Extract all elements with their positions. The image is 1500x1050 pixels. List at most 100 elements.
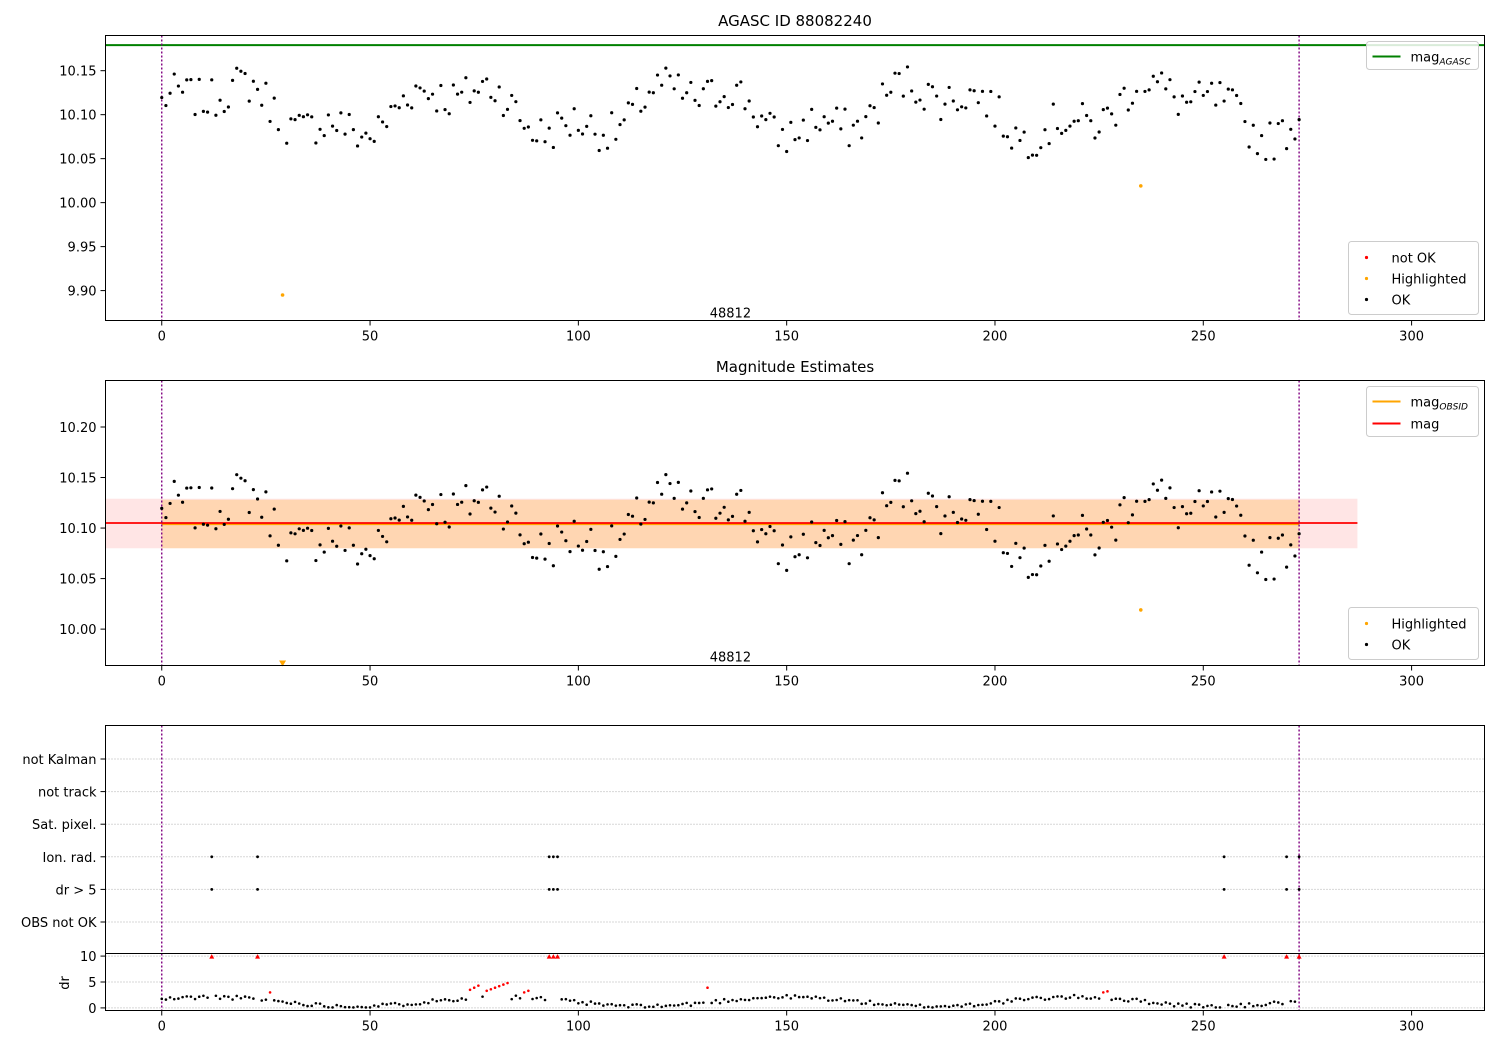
ok-point — [585, 539, 589, 544]
dr-ytick-label: 0 — [88, 1002, 96, 1017]
dr-point — [481, 995, 484, 998]
ok-point — [1076, 533, 1080, 537]
dr-point — [1064, 997, 1068, 1000]
ok-point — [1185, 100, 1189, 104]
p1-xtick-label: 250 — [1191, 330, 1216, 345]
ok-point — [668, 481, 672, 486]
dr-point — [843, 999, 847, 1003]
ok-point — [855, 119, 860, 123]
ok-point — [1018, 138, 1022, 143]
ok-point — [755, 540, 760, 544]
dr-point — [777, 996, 780, 1000]
ok-point — [872, 518, 876, 522]
dr-point — [239, 996, 243, 1000]
dr-point-high — [1106, 990, 1109, 993]
dr-point — [652, 1005, 655, 1009]
flag-label: not Kalman — [22, 753, 96, 768]
dr-point — [243, 995, 247, 998]
ok-point — [1289, 543, 1293, 547]
ok-point — [768, 111, 772, 115]
ok-point — [480, 79, 485, 84]
dr-point — [1272, 1000, 1276, 1003]
magnitude-estimates-panel: 0 50 100 150 200 250 300 10.00 10.05 10.10 10.15 10… — [59, 358, 1485, 690]
dr-point — [839, 997, 843, 1000]
dr-point-high — [506, 981, 509, 985]
ok-point — [505, 107, 510, 111]
ok-point — [543, 557, 547, 561]
dr-point-high — [527, 989, 530, 993]
ok-point — [735, 83, 739, 87]
ok-point — [976, 101, 980, 105]
ok-point — [1276, 121, 1280, 126]
dr-ytick-label: 5 — [88, 976, 96, 991]
dr-point — [1047, 997, 1051, 1001]
ok-point — [955, 520, 960, 525]
dr-point — [797, 995, 801, 999]
ok-point — [1235, 504, 1239, 508]
ok-point — [180, 90, 185, 94]
dr-point — [964, 1003, 968, 1006]
ok-point — [889, 90, 893, 94]
ok-point — [1180, 504, 1185, 509]
ok-point — [1164, 87, 1168, 91]
ok-point — [922, 107, 926, 111]
ok-point — [1022, 130, 1026, 134]
dr-point — [1118, 997, 1122, 1001]
dr-point — [227, 995, 230, 999]
dr-clipped-marker — [1221, 954, 1227, 959]
ok-point — [1239, 101, 1243, 106]
ok-point — [272, 96, 276, 100]
ok-point — [243, 71, 247, 76]
ok-point — [435, 109, 439, 113]
dr-point — [989, 1002, 993, 1005]
dr-point — [831, 999, 834, 1002]
ok-point — [764, 118, 768, 122]
dr-point — [664, 1004, 668, 1008]
dr-point — [593, 1002, 597, 1005]
dr-point — [247, 996, 251, 999]
obsid-label: 48812 — [710, 650, 751, 665]
ok-point — [489, 95, 493, 99]
dr-point — [347, 1005, 351, 1009]
ok-point — [960, 517, 964, 521]
ok-point — [522, 542, 526, 546]
ok-point — [985, 114, 989, 118]
flag-point — [551, 855, 555, 859]
ok-point — [526, 540, 530, 544]
ok-point — [1080, 102, 1085, 106]
ok-point — [926, 82, 930, 86]
dr-point — [393, 1001, 397, 1005]
ok-point — [505, 520, 510, 524]
dr-point — [285, 1001, 289, 1005]
ok-point — [1189, 511, 1193, 515]
ok-point — [1160, 71, 1164, 75]
ok-point — [864, 528, 868, 532]
ok-point — [747, 510, 751, 514]
dr-point — [635, 1003, 638, 1006]
dr-point — [310, 1004, 314, 1008]
ok-point — [310, 528, 314, 533]
ok-point — [601, 550, 605, 554]
ok-point — [547, 541, 551, 546]
ok-point — [251, 79, 255, 83]
ok-point — [1293, 137, 1297, 141]
dr-point — [389, 1002, 393, 1005]
dr-point — [752, 996, 755, 1000]
ok-point — [572, 107, 576, 111]
ok-point — [593, 132, 597, 136]
dr-point-high — [485, 989, 489, 993]
dr-point — [835, 998, 838, 1002]
ok-point — [985, 527, 989, 532]
dr-point — [852, 999, 855, 1002]
ok-point — [822, 115, 826, 119]
dr-point — [318, 1002, 322, 1005]
dr-point — [614, 1004, 618, 1007]
ok-point — [685, 501, 689, 505]
flag-label: Ion. rad. — [43, 851, 97, 866]
dr-point — [410, 1003, 414, 1007]
agasc-panel-title: AGASC ID 88082240 — [718, 12, 872, 30]
ok-point — [355, 562, 360, 566]
dr-point — [1197, 1003, 1201, 1006]
flag-point — [256, 855, 259, 859]
ok-point — [1260, 550, 1264, 554]
